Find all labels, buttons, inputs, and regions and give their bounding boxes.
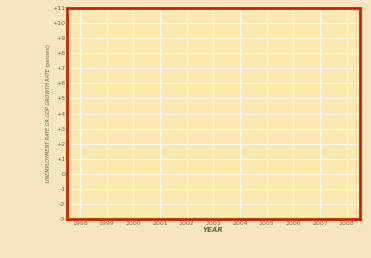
Y-axis label: UNEMPLOYMENT RATE OR GDP GROWTH RATE (percent): UNEMPLOYMENT RATE OR GDP GROWTH RATE (pe… bbox=[46, 45, 51, 182]
X-axis label: YEAR: YEAR bbox=[203, 227, 224, 233]
